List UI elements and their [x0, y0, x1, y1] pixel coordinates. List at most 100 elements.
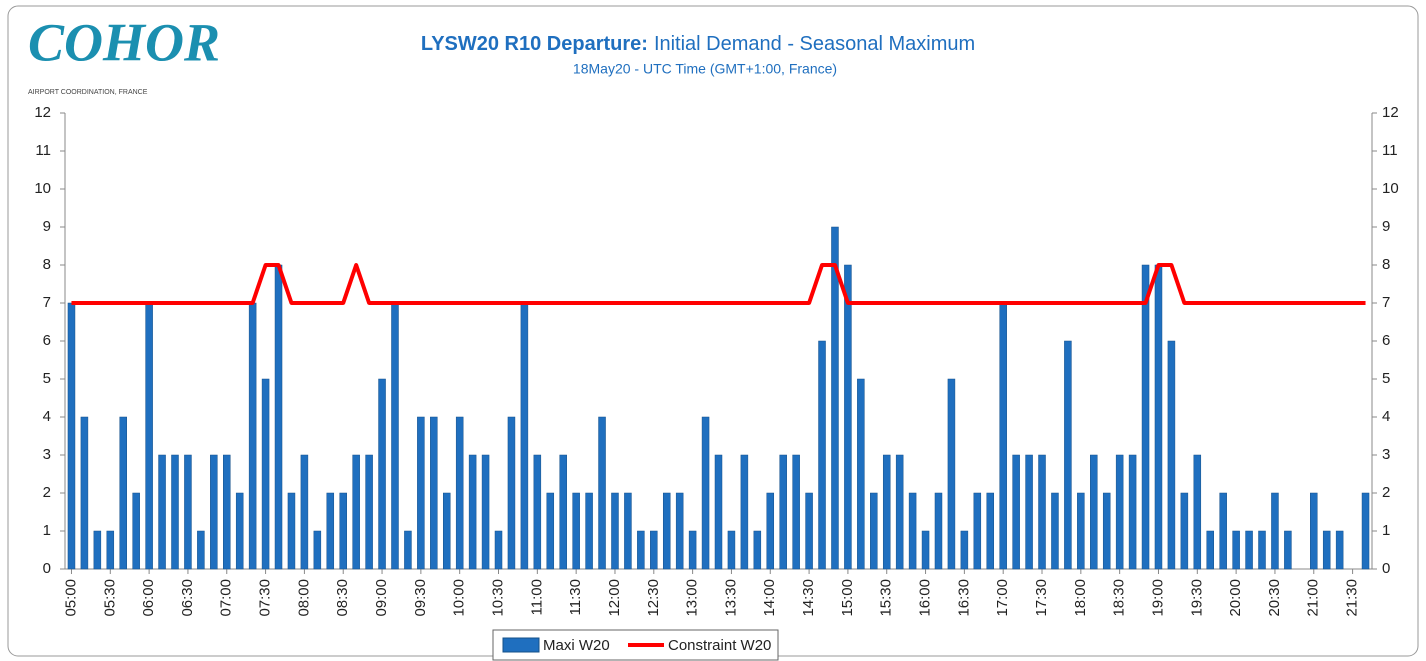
bar	[624, 492, 632, 570]
bar	[391, 302, 399, 570]
bar	[106, 530, 115, 570]
bar	[805, 492, 813, 570]
x-tick-label: 14:30	[800, 579, 817, 617]
bar	[1245, 530, 1253, 570]
bar	[598, 416, 606, 570]
x-tick-label: 08:00	[295, 579, 312, 617]
bar	[274, 264, 283, 570]
bar	[753, 530, 762, 570]
legend-swatch	[502, 637, 540, 653]
x-tick-label: 10:00	[451, 579, 468, 617]
bar	[740, 454, 749, 570]
y-tick-label: 5	[43, 370, 51, 387]
y2-tick-label: 9	[1382, 218, 1390, 235]
x-tick-label: 05:00	[62, 579, 79, 617]
bar	[326, 492, 335, 570]
bar	[973, 492, 982, 570]
bar	[662, 492, 671, 570]
x-tick-label: 15:30	[878, 579, 895, 617]
y2-tick-label: 5	[1382, 370, 1390, 387]
bar	[637, 530, 645, 570]
bar	[1115, 454, 1124, 570]
bar	[1141, 264, 1150, 570]
x-tick-label: 17:00	[994, 579, 1011, 617]
bar	[339, 492, 347, 570]
legend-label: Constraint W20	[668, 637, 771, 654]
x-tick-label: 16:00	[917, 579, 934, 617]
bar	[171, 454, 179, 570]
y2-tick-label: 10	[1382, 180, 1399, 197]
bar	[197, 530, 205, 570]
bar	[1025, 454, 1033, 570]
y-tick-label: 6	[43, 332, 51, 349]
bar	[1335, 530, 1344, 570]
bar	[158, 454, 166, 570]
bar	[248, 302, 257, 570]
bar	[1322, 530, 1331, 570]
bar	[1012, 454, 1020, 570]
x-tick-label: 13:00	[684, 579, 701, 617]
x-tick-label: 07:30	[257, 579, 274, 617]
bar	[818, 340, 826, 570]
bar	[455, 416, 464, 570]
x-tick-label: 18:00	[1072, 579, 1089, 617]
bar	[831, 226, 839, 570]
y2-tick-label: 0	[1382, 560, 1390, 577]
bar	[1310, 492, 1318, 570]
bar	[559, 454, 567, 570]
x-tick-label: 19:30	[1188, 579, 1205, 617]
bar	[1102, 492, 1111, 570]
y-tick-label: 3	[43, 446, 51, 463]
bar	[986, 492, 995, 570]
bar	[468, 454, 477, 570]
bar	[287, 492, 296, 570]
bar	[1219, 492, 1227, 570]
x-tick-label: 06:00	[140, 579, 157, 617]
bar	[947, 378, 956, 570]
bar	[365, 454, 373, 570]
bar	[1090, 454, 1098, 570]
x-tick-label: 19:00	[1149, 579, 1166, 617]
bar	[688, 530, 697, 570]
bar	[132, 492, 140, 570]
y-tick-label: 12	[34, 104, 51, 121]
y2-tick-label: 6	[1382, 332, 1390, 349]
logo: COHOR	[28, 12, 220, 72]
x-tick-label: 20:00	[1227, 579, 1244, 617]
y2-tick-label: 7	[1382, 294, 1390, 311]
bar	[908, 492, 917, 570]
x-tick-label: 13:30	[722, 579, 739, 617]
y2-tick-label: 12	[1382, 104, 1399, 121]
bar	[352, 454, 360, 570]
bar	[1051, 492, 1059, 570]
bar	[934, 492, 943, 570]
title-bold: LYSW20 R10 Departure:	[421, 33, 648, 55]
x-tick-label: 20:30	[1266, 579, 1283, 617]
y-tick-label: 0	[43, 560, 51, 577]
bar	[792, 454, 800, 570]
bar	[675, 492, 684, 570]
bar	[210, 454, 218, 570]
bar	[1258, 530, 1266, 570]
x-tick-label: 11:00	[528, 579, 545, 615]
x-tick-label: 21:00	[1305, 579, 1322, 617]
bar	[1180, 492, 1189, 570]
x-tick-label: 18:30	[1111, 579, 1128, 617]
bar	[300, 454, 309, 570]
bar	[572, 492, 580, 570]
bar	[417, 416, 425, 570]
y-tick-label: 8	[43, 256, 51, 273]
bar	[779, 454, 787, 570]
bar	[261, 378, 270, 570]
x-tick-label: 11:30	[567, 579, 584, 615]
bar	[857, 378, 865, 570]
bar	[378, 378, 386, 570]
x-tick-label: 21:30	[1344, 579, 1361, 617]
y2-tick-label: 11	[1382, 142, 1398, 159]
bar	[1271, 492, 1279, 570]
x-tick-label: 17:30	[1033, 579, 1050, 617]
bar	[533, 454, 542, 570]
bar	[223, 454, 231, 570]
bar	[844, 264, 852, 570]
